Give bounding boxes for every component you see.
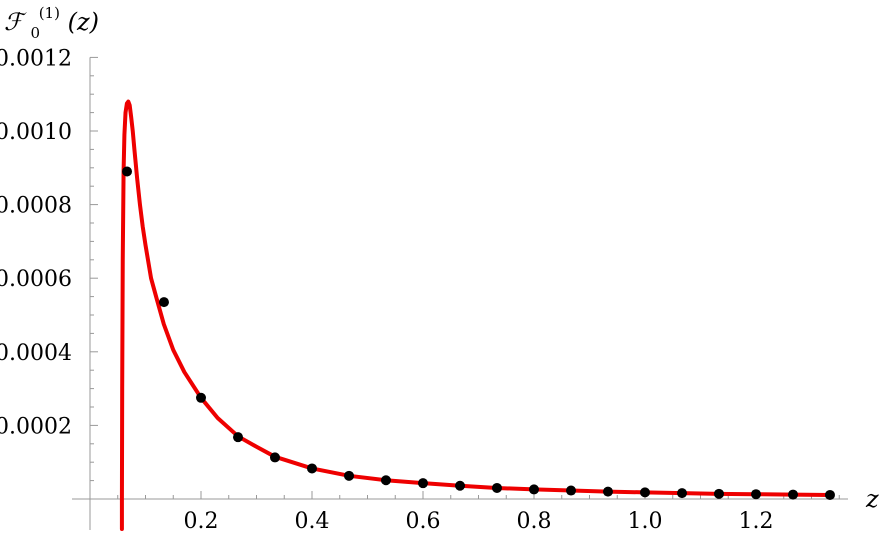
data-point [269, 452, 280, 463]
y-axis-label-suffix: (z) [68, 8, 99, 36]
x-tick-label: 1.2 [739, 509, 774, 534]
data-point [196, 392, 206, 403]
data-point [788, 489, 799, 500]
data-point [677, 488, 688, 499]
data-point [491, 482, 502, 493]
data-point [380, 475, 391, 486]
x-tick-label: 0.2 [184, 509, 219, 534]
axes [72, 57, 848, 530]
data-point [529, 484, 539, 495]
y-tick-label: 0.0006 [0, 267, 72, 292]
data-point [824, 489, 835, 500]
x-tick-label: 0.6 [406, 509, 441, 534]
series-curve [119, 99, 832, 531]
y-tick-label: 0.0004 [0, 341, 72, 366]
y-axis-label-superscript: (1) [39, 4, 60, 22]
data-point [566, 485, 577, 496]
x-tick-label: 0.4 [295, 509, 330, 534]
ticks: 0.0002 0.0004 0.0006 0.0008 0.0010 0.0012 0.2 0… [0, 46, 840, 534]
data-point [713, 488, 724, 499]
y-axis-label: ℱ 0 (1) (z) [4, 0, 99, 44]
y-tick-label: 0.0010 [0, 120, 72, 145]
data-point [602, 486, 613, 497]
data-point [122, 166, 133, 177]
y-axis-label-main: ℱ [4, 8, 27, 36]
data-point [455, 480, 466, 491]
x-axis-label: z [865, 485, 879, 513]
data-point [307, 463, 317, 474]
data-point [344, 470, 355, 481]
y-tick-label: 0.0002 [0, 414, 72, 439]
y-tick-label: 0.0012 [0, 46, 72, 71]
y-axis-label-subscript: 0 [31, 24, 41, 42]
data-point [233, 432, 244, 443]
y-tick-label: 0.0008 [0, 194, 72, 219]
data-point [158, 297, 169, 308]
x-tick-label: 1.0 [628, 509, 663, 534]
data-point [751, 489, 761, 500]
data-point [418, 478, 428, 489]
x-tick-label: 0.8 [517, 509, 552, 534]
data-point [640, 487, 650, 498]
plot-area [119, 99, 835, 531]
